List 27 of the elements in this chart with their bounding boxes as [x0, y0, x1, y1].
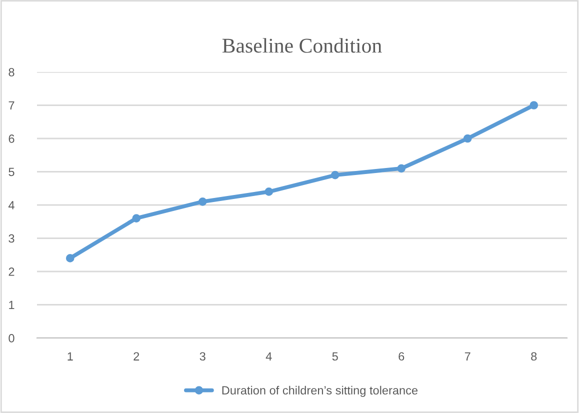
x-tick-label: 5	[332, 352, 338, 361]
y-tick-label: 6	[8, 134, 14, 143]
point	[66, 254, 74, 262]
legend-label: Duration of children’s sitting tolerance	[222, 386, 418, 397]
y-tick-label: 8	[8, 68, 14, 76]
y-tick-label: 0	[8, 334, 14, 342]
x-tick-label: 8	[531, 352, 537, 361]
x-tick-label: 1	[68, 352, 73, 360]
x-tick-label: 3	[200, 352, 206, 361]
x-tick-label: 7	[464, 352, 470, 360]
point	[330, 170, 340, 180]
point	[264, 188, 274, 196]
point	[463, 134, 472, 143]
y-tick-label: 5	[8, 168, 14, 176]
y-tick-label: 1	[9, 300, 14, 310]
point	[132, 214, 141, 222]
chart-title: Baseline Condition	[222, 38, 382, 53]
point	[530, 101, 538, 110]
point	[397, 164, 406, 173]
point	[198, 198, 207, 206]
y-tick-label: 3	[8, 234, 14, 243]
x-tick-label: 4	[266, 352, 272, 360]
y-tick-label: 7	[8, 101, 14, 110]
x-tick-label: 2	[134, 352, 140, 360]
y-tick-label: 2	[8, 268, 14, 276]
y-tick-label: 4	[8, 201, 14, 210]
x-tick-label: 6	[398, 352, 404, 361]
